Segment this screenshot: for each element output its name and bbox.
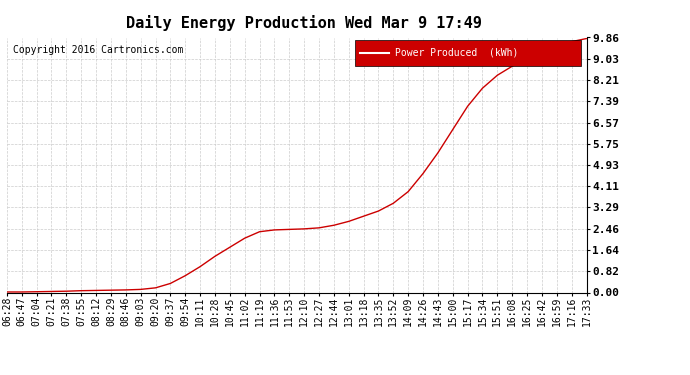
Text: Copyright 2016 Cartronics.com: Copyright 2016 Cartronics.com <box>12 45 183 55</box>
Text: Power Produced  (kWh): Power Produced (kWh) <box>395 48 519 58</box>
Text: Daily Energy Production Wed Mar 9 17:49: Daily Energy Production Wed Mar 9 17:49 <box>126 15 482 31</box>
Bar <box>355 40 581 66</box>
